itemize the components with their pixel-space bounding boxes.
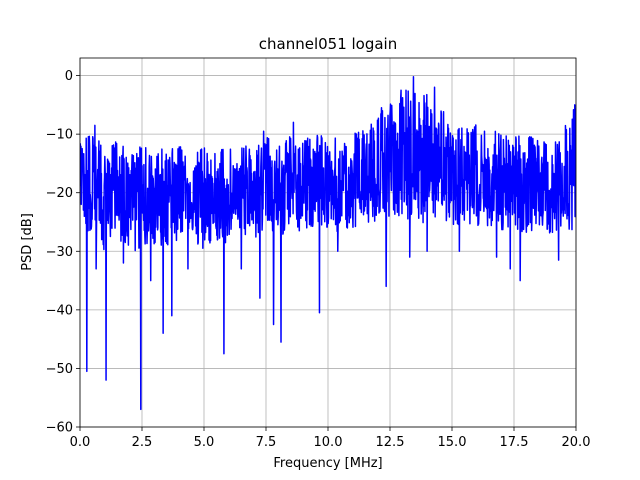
x-tick-label: 0.0 bbox=[70, 435, 91, 450]
y-axis-label: PSD [dB] bbox=[20, 213, 35, 271]
y-tick-label: −30 bbox=[46, 245, 73, 260]
y-tick-label: −60 bbox=[46, 421, 73, 436]
x-axis-label: Frequency [MHz] bbox=[273, 456, 382, 471]
x-axis: 0.0 2.5 5.0 7.5 10.0 12.5 15.0 17.5 20.0 bbox=[70, 427, 591, 450]
y-tick-label: −40 bbox=[46, 303, 73, 318]
x-tick-label: 2.5 bbox=[132, 435, 153, 450]
y-axis: 0 −10 −20 −30 −40 −50 −60 bbox=[46, 69, 80, 436]
y-tick-label: −20 bbox=[46, 186, 73, 201]
x-tick-label: 5.0 bbox=[194, 435, 215, 450]
x-tick-label: 10.0 bbox=[314, 435, 343, 450]
y-tick-label: −50 bbox=[46, 362, 73, 377]
x-tick-label: 7.5 bbox=[256, 435, 277, 450]
x-tick-label: 17.5 bbox=[500, 435, 529, 450]
x-tick-label: 20.0 bbox=[562, 435, 591, 450]
x-tick-label: 15.0 bbox=[438, 435, 467, 450]
y-tick-label: −10 bbox=[46, 128, 73, 143]
y-tick-label: 0 bbox=[65, 69, 73, 84]
series-layer bbox=[80, 75, 576, 411]
chart-title: channel051 logain bbox=[259, 35, 398, 53]
x-tick-label: 12.5 bbox=[376, 435, 405, 450]
psd-series-line bbox=[80, 75, 576, 411]
